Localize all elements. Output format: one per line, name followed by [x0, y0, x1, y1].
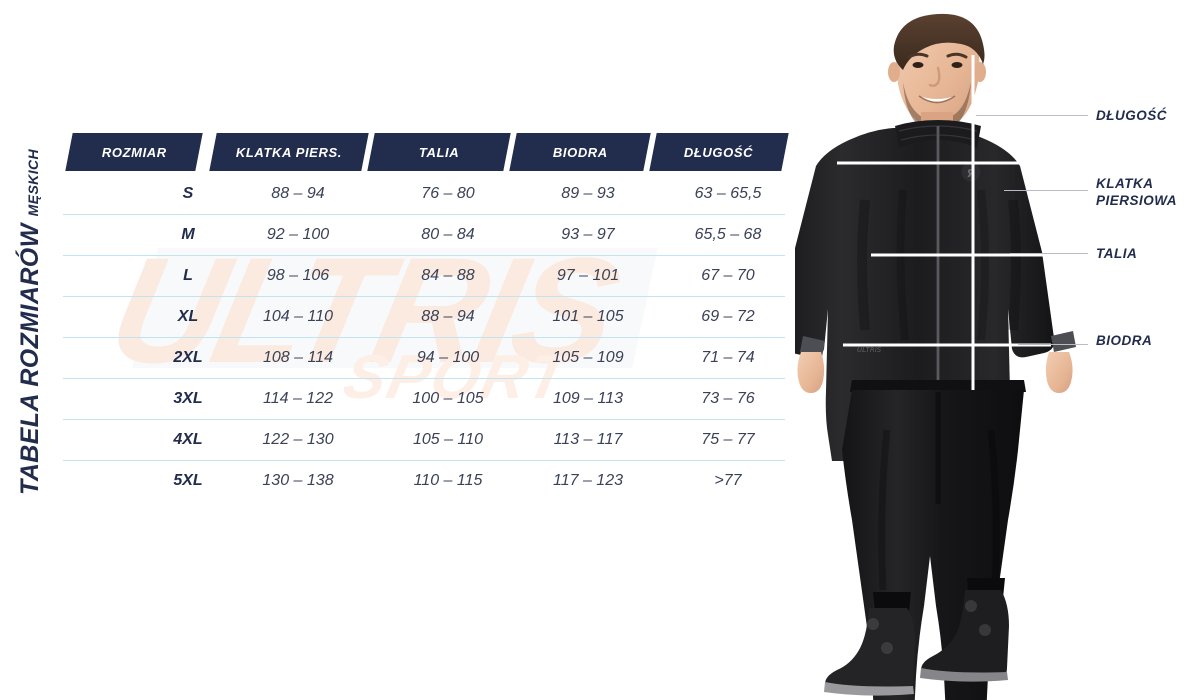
annotation-label: BIODRA [1096, 333, 1153, 348]
table-cell-value: 71 – 74 [701, 349, 755, 366]
model-shoes [824, 590, 1009, 696]
table-cell-value: 130 – 138 [262, 472, 334, 489]
table-cell-value: 104 – 110 [263, 308, 333, 325]
annotation-label: DŁUGOŚĆ [1096, 108, 1167, 123]
page-title: TABELA ROZMIARÓW MĘSKICH [16, 132, 60, 512]
model-photo: Я ULTRIS [795, 0, 1095, 700]
model-jacket: Я ULTRIS [795, 120, 1076, 461]
table-body: S 88 – 94 76 – 80 89 – 93 63 – 65,5 M 92 – 100… [63, 174, 785, 501]
annotation-leader-line [1004, 190, 1088, 191]
table-cell-size: XL [177, 308, 199, 325]
annotation-label: TALIA [1096, 246, 1138, 261]
table-cell-value: 84 – 88 [421, 267, 475, 284]
table-row: 2XL 108 – 114 94 – 100 105 – 109 71 – 74 [63, 337, 785, 378]
table-cell-size: 3XL [173, 390, 203, 407]
table-cell-value: 88 – 94 [271, 185, 325, 202]
table-row: L 98 – 106 84 – 88 97 – 101 67 – 70 [63, 255, 785, 296]
svg-text:ULTRIS: ULTRIS [857, 346, 882, 354]
table-cell-value: 101 – 105 [552, 308, 624, 325]
table-header-dlugosc: DŁUGOŚĆ [649, 133, 789, 171]
table-header-label: DŁUGOŚĆ [684, 144, 754, 160]
table-cell-value: 76 – 80 [421, 185, 475, 202]
table-cell-size: 2XL [173, 349, 203, 366]
table-cell-value: 93 – 97 [561, 226, 615, 243]
table-row: 5XL 130 – 138 110 – 115 117 – 123 >77 [63, 460, 785, 501]
table-cell-value: 89 – 93 [561, 185, 615, 202]
table-header-label: BIODRA [552, 144, 608, 160]
table-cell-size: M [181, 226, 195, 243]
model-hands [797, 352, 1073, 393]
table-cell-value: 80 – 84 [421, 226, 475, 243]
table-cell-size: S [182, 185, 194, 202]
table-cell-value: 105 – 110 [413, 431, 483, 448]
table-cell-value: 69 – 72 [701, 308, 755, 325]
table-cell-value: 122 – 130 [262, 431, 334, 448]
page-title-sub: MĘSKICH [25, 149, 41, 217]
table-cell-value: 67 – 70 [701, 267, 755, 284]
table-row: 4XL 122 – 130 105 – 110 113 – 117 75 – 77 [63, 419, 785, 460]
table-cell-size: 4XL [173, 431, 203, 448]
table-cell-value: 108 – 114 [263, 349, 333, 366]
table-row: S 88 – 94 76 – 80 89 – 93 63 – 65,5 [63, 174, 785, 214]
table-header-talia: TALIA [367, 133, 511, 171]
svg-text:Я: Я [967, 167, 975, 180]
table-header-label: ROZMIAR [101, 144, 167, 160]
table-cell-value: 73 – 76 [701, 390, 755, 407]
table-row: M 92 – 100 80 – 84 93 – 97 65,5 – 68 [63, 214, 785, 255]
size-table: ROZMIAR KLATKA PIERS. TALIA BIODRA DŁUGO… [63, 133, 789, 501]
table-row: 3XL 114 – 122 100 – 105 109 – 113 73 – 76 [63, 378, 785, 419]
table-header-rozmiar: ROZMIAR [65, 133, 203, 171]
model-head [888, 13, 986, 136]
annotation-leader-line [1018, 344, 1088, 345]
table-cell-value: 98 – 106 [266, 267, 330, 284]
table-cell-value: 88 – 94 [421, 308, 475, 325]
table-cell-value: 110 – 115 [413, 472, 483, 489]
table-header-label: TALIA [418, 144, 460, 160]
table-cell-value: 75 – 77 [701, 431, 755, 448]
table-cell-value: 113 – 117 [553, 431, 623, 448]
annotation-label: KLATKA PIERSIOWA [1096, 176, 1178, 209]
table-cell-value: 105 – 109 [552, 349, 624, 366]
table-cell-value: 100 – 105 [412, 390, 484, 407]
page-title-main: TABELA ROZMIARÓW [16, 223, 44, 495]
table-cell-value: 117 – 123 [553, 472, 623, 489]
table-cell-value: 114 – 122 [263, 390, 333, 407]
table-header-biodra: BIODRA [509, 133, 651, 171]
table-cell-value: 94 – 100 [416, 349, 480, 366]
table-row: XL 104 – 110 88 – 94 101 – 105 69 – 72 [63, 296, 785, 337]
table-cell-value: >77 [714, 472, 742, 489]
table-cell-value: 63 – 65,5 [694, 185, 762, 202]
table-cell-value: 65,5 – 68 [694, 226, 762, 243]
table-cell-value: 109 – 113 [553, 390, 623, 407]
table-header-row: ROZMIAR KLATKA PIERS. TALIA BIODRA DŁUGO… [63, 133, 789, 171]
table-cell-value: 92 – 100 [266, 226, 330, 243]
table-cell-size: 5XL [173, 472, 203, 489]
table-cell-value: 97 – 101 [556, 267, 620, 284]
table-header-label: KLATKA PIERS. [235, 144, 343, 160]
table-cell-size: L [183, 267, 193, 284]
annotation-leader-line [976, 115, 1088, 116]
annotation-leader-line [1010, 253, 1088, 254]
measurement-guides [837, 55, 1051, 390]
table-header-klatka-piers: KLATKA PIERS. [209, 133, 369, 171]
